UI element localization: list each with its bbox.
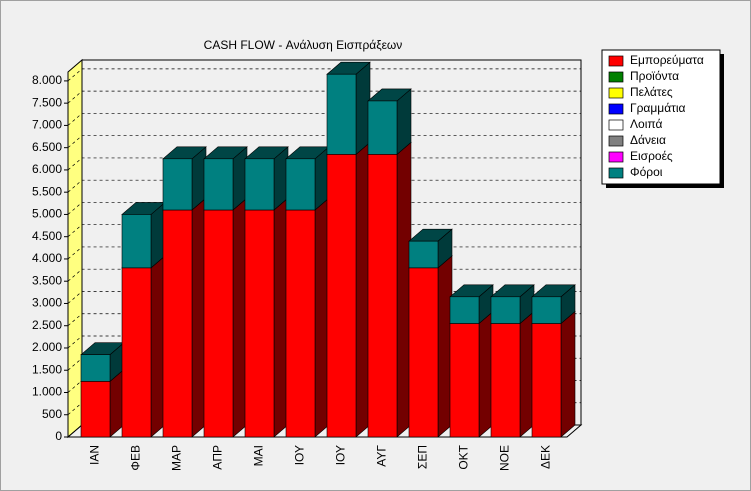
grid-line xyxy=(67,291,581,304)
bar xyxy=(326,73,357,155)
bar xyxy=(490,323,521,438)
y-tick-label: 4.500 xyxy=(32,229,62,243)
bar xyxy=(531,323,562,438)
legend-swatch xyxy=(608,71,624,83)
grid-line xyxy=(67,68,581,82)
legend-swatch xyxy=(608,87,624,99)
legend-swatch xyxy=(608,167,624,179)
grid-line xyxy=(67,135,581,148)
bar-side xyxy=(560,310,576,438)
bar xyxy=(449,323,480,438)
y-tick-label: 8.000 xyxy=(32,73,62,87)
bar xyxy=(490,296,521,324)
bar xyxy=(203,209,234,438)
y-tick-label: 1.000 xyxy=(32,385,62,399)
y-tick-label: 3.000 xyxy=(32,296,62,310)
y-tick-label: 6.000 xyxy=(32,162,62,176)
y-tick-label: 6.500 xyxy=(32,140,62,154)
y-tick-label: 0 xyxy=(55,429,62,443)
legend-label: Λοιπά xyxy=(630,117,662,131)
grid-line xyxy=(67,224,581,237)
bar xyxy=(162,209,193,438)
x-tick-label: ΜΑΡ xyxy=(170,445,184,471)
bar xyxy=(285,158,316,211)
bar xyxy=(408,267,439,438)
grid-line xyxy=(67,113,581,126)
bar xyxy=(121,267,152,438)
bar xyxy=(367,154,398,438)
bar xyxy=(121,214,152,269)
x-tick-label: ΙΟΥ xyxy=(334,445,348,465)
bar xyxy=(408,240,439,269)
bar xyxy=(244,158,275,211)
legend-swatch xyxy=(608,55,624,67)
legend-swatch xyxy=(608,119,624,131)
legend-label: Γραμμάτια xyxy=(630,101,686,115)
y-tick-label: 3.500 xyxy=(32,273,62,287)
y-tick-label: 500 xyxy=(42,407,62,421)
legend-label: Εμπορεύματα xyxy=(630,53,704,67)
x-tick-label: ΔΕΚ xyxy=(539,445,553,469)
grid-line xyxy=(67,157,581,171)
y-tick-label: 7.500 xyxy=(32,95,62,109)
bar xyxy=(203,158,234,211)
x-tick-label: ΣΕΠ xyxy=(416,445,430,469)
y-tick-label: 4.000 xyxy=(32,251,62,265)
y-tick-label: 2.500 xyxy=(32,318,62,332)
x-tick-label: ΟΚΤ xyxy=(457,444,471,469)
grid-line xyxy=(67,246,581,260)
bar xyxy=(80,354,111,382)
legend-label: Εισροές xyxy=(630,149,673,163)
grid-line xyxy=(67,313,581,326)
grid-line xyxy=(67,90,581,104)
left-wall xyxy=(67,58,83,439)
y-tick-label: 1.500 xyxy=(32,362,62,376)
x-tick-label: ΙΟΥ xyxy=(293,445,307,465)
y-tick-label: 5.000 xyxy=(32,207,62,221)
legend-swatch xyxy=(608,135,624,147)
x-tick-label: ΜΑΙ xyxy=(252,445,266,466)
y-tick-label: 5.500 xyxy=(32,184,62,198)
bar xyxy=(326,154,357,438)
bar xyxy=(531,296,562,324)
legend-label: Δάνεια xyxy=(630,133,666,147)
bar xyxy=(80,381,111,438)
legend-swatch xyxy=(608,151,624,163)
x-tick-label: ΦΕΒ xyxy=(129,445,143,471)
x-tick-label: ΑΠΡ xyxy=(211,445,225,470)
legend-label: Πελάτες xyxy=(630,85,673,99)
bar xyxy=(449,296,480,324)
x-tick-label: ΙΑΝ xyxy=(88,445,102,465)
y-tick-label: 2.000 xyxy=(32,340,62,354)
x-tick-label: ΑΥΓ xyxy=(375,445,389,467)
chart-title: CASH FLOW - Ανάλυση Εισπράξεων xyxy=(204,38,403,52)
grid-line xyxy=(67,179,581,193)
legend-label: Προϊόντα xyxy=(630,69,679,83)
bar xyxy=(367,100,398,155)
legend-label: Φόροι xyxy=(630,165,663,179)
x-tick-label: ΝΟΕ xyxy=(498,445,512,471)
grid-line xyxy=(67,335,581,349)
grid-line xyxy=(67,268,581,282)
bar xyxy=(244,209,275,438)
bar xyxy=(162,158,193,211)
grid-line xyxy=(67,202,581,215)
legend-swatch xyxy=(608,103,624,115)
bar xyxy=(285,209,316,438)
y-tick-label: 7.000 xyxy=(32,118,62,132)
